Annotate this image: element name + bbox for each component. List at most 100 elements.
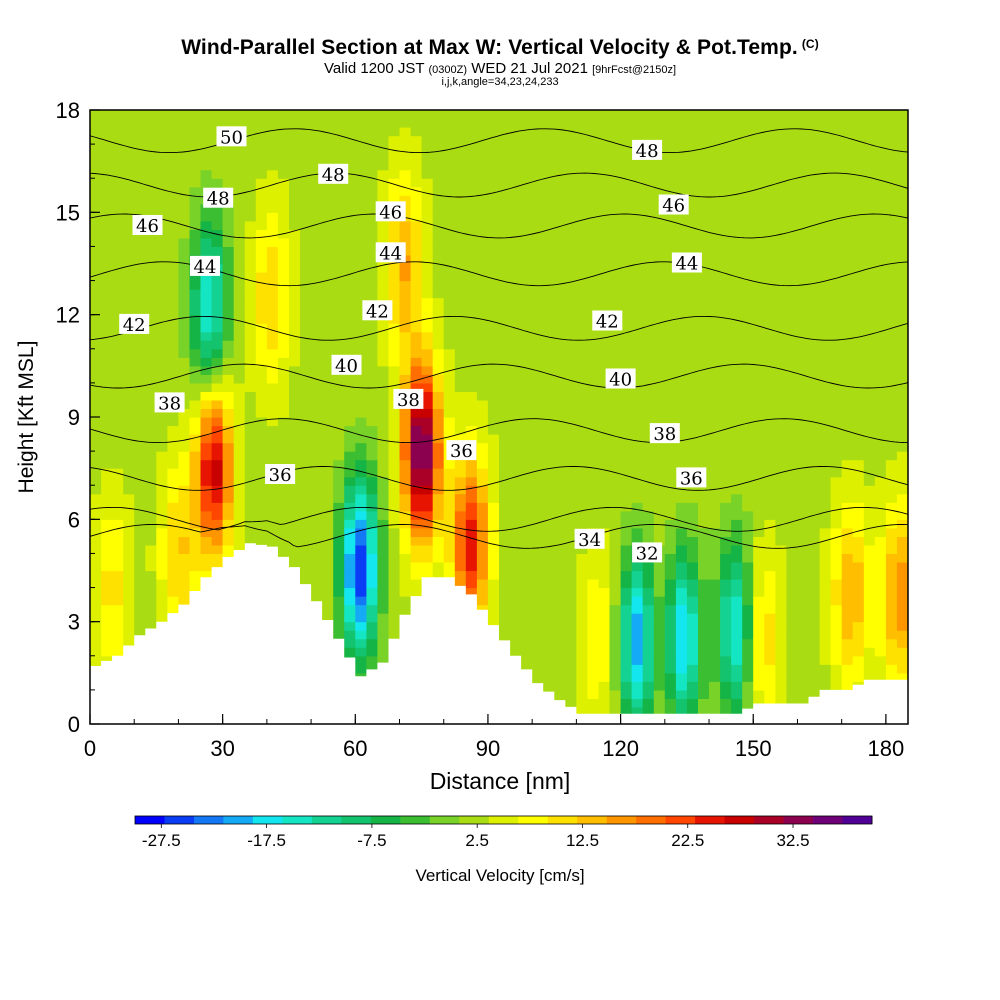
field-cell <box>510 493 522 503</box>
field-cell <box>178 451 191 461</box>
field-cell <box>819 399 832 409</box>
field-cell <box>123 374 135 384</box>
field-cell <box>421 255 434 265</box>
field-cell <box>145 357 157 367</box>
field-cell <box>576 647 589 657</box>
field-cell <box>443 485 456 495</box>
field-cell <box>686 621 699 631</box>
field-cell <box>156 246 168 256</box>
field-cell <box>222 382 235 392</box>
field-cell <box>753 681 765 691</box>
field-cell <box>443 220 456 230</box>
field-cell <box>322 280 334 290</box>
field-cell <box>731 144 743 154</box>
field-cell <box>465 579 478 589</box>
field-cell <box>277 203 290 213</box>
field-cell <box>841 203 854 213</box>
field-cell <box>565 672 577 682</box>
field-cell <box>277 391 290 401</box>
field-cell <box>377 152 390 162</box>
field-cell <box>90 246 102 256</box>
field-cell <box>587 186 600 196</box>
field-cell <box>134 348 146 358</box>
field-cell <box>233 476 246 486</box>
field-cell <box>852 672 865 682</box>
field-cell <box>178 417 191 427</box>
field-cell <box>698 417 710 427</box>
field-cell <box>532 544 544 554</box>
field-cell <box>355 348 367 358</box>
field-cell <box>720 186 732 196</box>
field-cell <box>753 272 765 282</box>
field-cell <box>543 391 555 401</box>
field-cell <box>686 144 699 154</box>
field-cell <box>753 493 765 503</box>
field-cell <box>753 144 765 154</box>
field-cell <box>609 579 622 589</box>
field-cell <box>609 357 622 367</box>
field-cell <box>432 331 445 341</box>
field-cell <box>443 425 456 435</box>
field-cell <box>90 655 102 665</box>
field-cell <box>222 510 235 520</box>
field-cell <box>255 272 268 282</box>
field-cell <box>675 161 688 171</box>
field-cell <box>565 186 577 196</box>
field-cell <box>112 229 124 239</box>
field-cell <box>532 357 544 367</box>
field-cell <box>753 331 765 341</box>
field-cell <box>454 425 467 435</box>
field-cell <box>797 144 810 154</box>
field-cell <box>841 178 854 188</box>
field-cell <box>322 255 334 265</box>
field-cell <box>698 672 710 682</box>
field-cell <box>487 434 500 444</box>
field-cell <box>145 374 157 384</box>
field-cell <box>554 587 566 597</box>
field-cell <box>521 255 533 265</box>
field-cell <box>653 237 666 247</box>
field-cell <box>388 587 401 597</box>
field-cell <box>322 553 334 563</box>
field-cell <box>421 553 434 563</box>
field-cell <box>841 425 854 435</box>
field-cell <box>454 374 467 384</box>
field-cell <box>576 544 589 554</box>
field-cell <box>233 417 246 427</box>
field-cell <box>675 357 688 367</box>
field-cell <box>123 348 135 358</box>
field-cell <box>189 527 202 537</box>
field-cell <box>620 579 633 589</box>
field-cell <box>510 135 522 145</box>
field-cell <box>841 255 854 265</box>
field-cell <box>355 570 367 580</box>
field-cell <box>698 519 710 529</box>
chart-params: i,j,k,angle=34,23,24,233 <box>441 76 559 88</box>
field-cell <box>123 110 135 120</box>
field-cell <box>609 391 622 401</box>
field-cell <box>156 596 168 606</box>
field-cell <box>355 613 367 623</box>
field-cell <box>432 399 445 409</box>
field-cell <box>753 527 765 537</box>
field-cell <box>775 613 788 623</box>
field-cell <box>819 263 832 273</box>
field-cell <box>90 382 102 392</box>
field-cell <box>565 698 577 708</box>
field-cell <box>852 638 865 648</box>
field-cell <box>609 544 622 554</box>
field-cell <box>797 451 810 461</box>
field-cell <box>443 357 456 367</box>
field-cell <box>90 587 102 597</box>
field-cell <box>764 689 776 699</box>
field-cell <box>543 630 555 640</box>
field-cell <box>664 314 677 324</box>
field-cell <box>255 340 268 350</box>
field-cell <box>167 323 180 333</box>
field-cell <box>698 314 710 324</box>
field-cell <box>576 297 589 307</box>
field-cell <box>377 110 390 120</box>
field-cell <box>499 579 511 589</box>
field-cell <box>830 493 843 503</box>
field-cell <box>465 382 478 392</box>
